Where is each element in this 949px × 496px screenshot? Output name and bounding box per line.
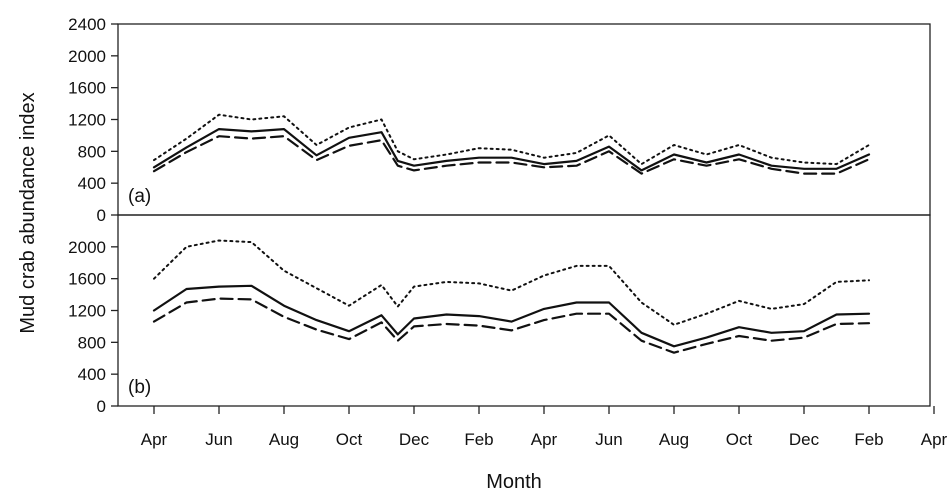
panel-a-series bbox=[152, 113, 871, 175]
panel-b-series bbox=[152, 239, 871, 354]
y-tick-label: 1200 bbox=[68, 302, 106, 321]
y-axis-title-text: Mud crab abundance index bbox=[17, 92, 39, 333]
series-line-dashed bbox=[152, 297, 871, 354]
y-tick-label: 1600 bbox=[68, 79, 106, 98]
x-tick-label: Feb bbox=[464, 430, 493, 449]
panel-a-frame bbox=[117, 23, 931, 216]
x-tick-label: Aug bbox=[659, 430, 689, 449]
y-axis-title: Mud crab abundance index bbox=[17, 92, 39, 333]
x-tick-label: Feb bbox=[854, 430, 883, 449]
x-tick-label: Jun bbox=[205, 430, 232, 449]
series-line-dashed bbox=[152, 135, 871, 175]
y-tick-label: 2400 bbox=[68, 15, 106, 34]
x-tick-label: Jun bbox=[595, 430, 622, 449]
y-tick-label: 0 bbox=[97, 206, 106, 225]
series-line-dotted bbox=[153, 113, 870, 166]
panel-a-label: (a) bbox=[128, 186, 151, 207]
x-tick-label: Apr bbox=[141, 430, 168, 449]
x-tick-label: Oct bbox=[336, 430, 363, 449]
y-tick-label: 2000 bbox=[68, 47, 106, 66]
panel-b-frame bbox=[117, 214, 931, 407]
x-tick-label: Apr bbox=[531, 430, 558, 449]
x-tick-label: Aug bbox=[269, 430, 299, 449]
y-tick-label: 800 bbox=[78, 142, 106, 161]
x-tick-label: Apr bbox=[921, 430, 948, 449]
y-tick-label: 800 bbox=[78, 333, 106, 352]
x-tick-label: Dec bbox=[399, 430, 430, 449]
y-tick-label: 2000 bbox=[68, 238, 106, 257]
x-tick-label: Dec bbox=[789, 430, 820, 449]
x-axis: Apr Jun Aug Oct Dec Feb Apr Jun Aug Oct Dec Feb Apr bbox=[141, 406, 948, 449]
y-tick-label: 1600 bbox=[68, 270, 106, 289]
panel-a-y-ticks: 0 400 800 1200 1600 2000 2400 bbox=[68, 15, 118, 225]
panel-b: 0 400 800 1200 1600 2000 (b) bbox=[68, 214, 931, 416]
y-tick-label: 400 bbox=[78, 174, 106, 193]
y-tick-label: 1200 bbox=[68, 111, 106, 130]
x-tick-label: Oct bbox=[726, 430, 753, 449]
series-line-dotted bbox=[153, 239, 870, 326]
y-tick-label: 0 bbox=[97, 397, 106, 416]
panel-b-label: (b) bbox=[128, 377, 151, 398]
series-line-solid bbox=[152, 284, 871, 348]
panel-b-y-ticks: 0 400 800 1200 1600 2000 bbox=[68, 238, 118, 416]
x-axis-title: Month bbox=[486, 471, 542, 493]
panel-a: 0 400 800 1200 1600 2000 2400 (a) bbox=[68, 15, 931, 225]
y-tick-label: 400 bbox=[78, 365, 106, 384]
series-line-solid bbox=[152, 128, 871, 172]
